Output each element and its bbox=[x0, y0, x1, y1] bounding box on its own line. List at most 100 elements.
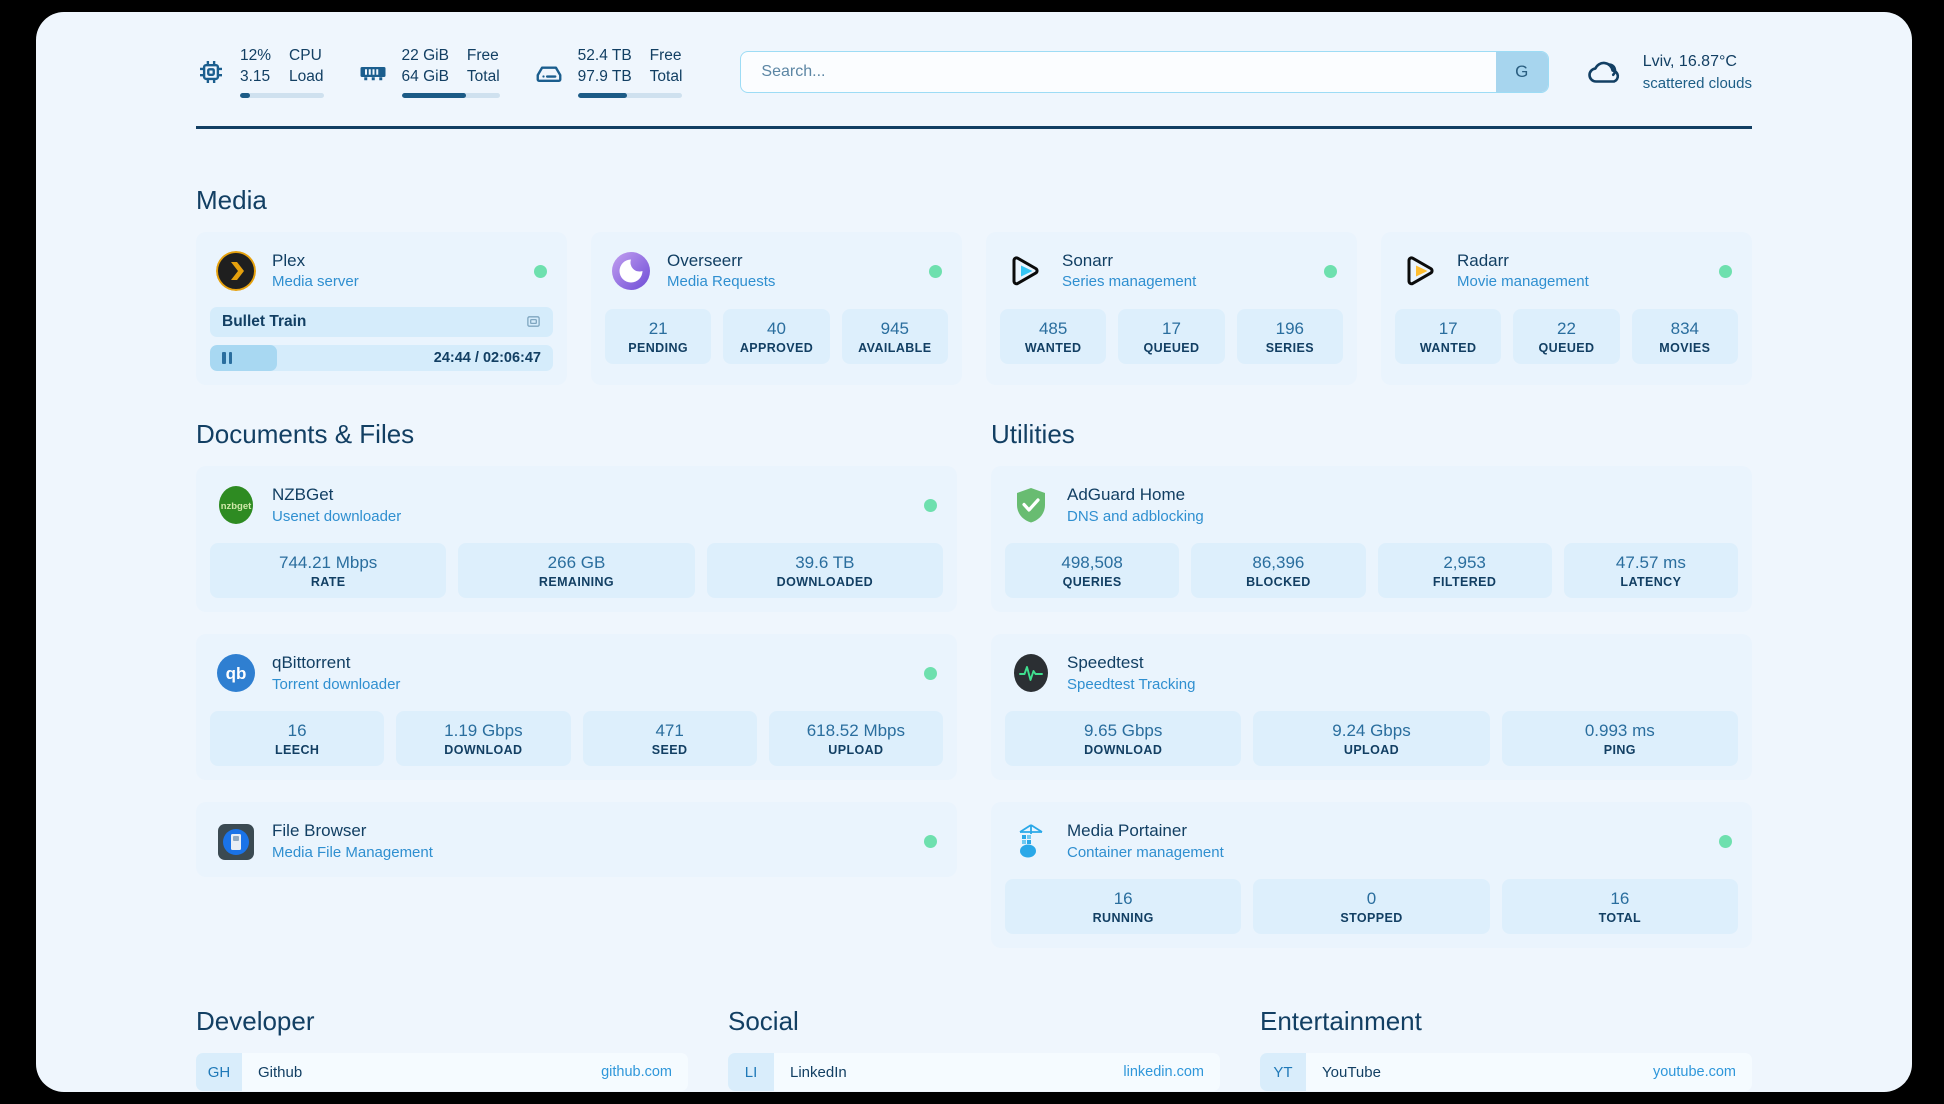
stat-tile[interactable]: 9.24 Gbps UPLOAD bbox=[1253, 711, 1490, 766]
stat-value: 471 bbox=[655, 721, 684, 740]
stat-tile[interactable]: 16 RUNNING bbox=[1005, 879, 1242, 935]
bookmark-item-github[interactable]: GH Github github.com bbox=[196, 1053, 688, 1092]
stat-label: MOVIES bbox=[1659, 340, 1711, 355]
stat-tile[interactable]: 1.19 Gbps DOWNLOAD bbox=[396, 711, 571, 766]
stat-tile[interactable]: 498,508 QUERIES bbox=[1005, 542, 1180, 598]
stat-tile[interactable]: 9.65 Gbps DOWNLOAD bbox=[1005, 711, 1242, 766]
bookmark-group-entertainment: Entertainment YT YouTube youtube.com NF … bbox=[1260, 1006, 1752, 1092]
stat-tile[interactable]: 266 GB REMAINING bbox=[458, 542, 695, 598]
bookmark-item-linkedin[interactable]: LI LinkedIn linkedin.com bbox=[728, 1053, 1220, 1092]
dashboard-page: 12% 3.15 CPU Load bbox=[36, 12, 1912, 1092]
service-card-adguard-home[interactable]: AdGuard Home DNS and adblocking 498,508 … bbox=[991, 465, 1752, 612]
stat-tile[interactable]: 196 SERIES bbox=[1236, 308, 1343, 364]
plex-status-indicator bbox=[534, 264, 547, 278]
utilities-section-title: Utilities bbox=[991, 418, 1075, 449]
sonarr-icon bbox=[1012, 256, 1039, 286]
stat-tile[interactable]: 471 SEED bbox=[582, 711, 757, 766]
stat-tile[interactable]: 2,953 FILTERED bbox=[1377, 542, 1552, 598]
cpu-label-top: CPU bbox=[289, 47, 322, 65]
bookmark-abbr: YT bbox=[1260, 1053, 1306, 1092]
stat-tile[interactable]: 0.993 ms PING bbox=[1501, 711, 1738, 766]
service-card-overseerr[interactable]: Overseerr Media Requests 21 PENDING 40 A… bbox=[591, 231, 962, 385]
cloud-icon bbox=[1588, 61, 1619, 83]
stat-label: PENDING bbox=[628, 340, 689, 355]
stat-value: 618.52 Mbps bbox=[806, 721, 906, 740]
stat-label: RATE bbox=[310, 574, 346, 589]
stat-value: 47.57 ms bbox=[1615, 552, 1686, 572]
service-card-sonarr[interactable]: Sonarr Series management 485 WANTED 17 Q… bbox=[986, 231, 1357, 385]
search-bar[interactable]: G bbox=[740, 51, 1549, 93]
svg-text:nzbget: nzbget bbox=[221, 501, 252, 512]
stat-tile[interactable]: 834 MOVIES bbox=[1631, 308, 1738, 364]
bookmark-url: linkedin.com bbox=[1123, 1064, 1204, 1081]
service-card-plex[interactable]: Plex Media server Bullet Train bbox=[196, 231, 567, 385]
service-card-qbittorrent[interactable]: qb qBittorrent Torrent downloader 16 LEE… bbox=[196, 633, 957, 780]
stat-value: 266 GB bbox=[547, 552, 606, 572]
radarr-status-indicator bbox=[1719, 264, 1732, 278]
adguard-title: AdGuard Home bbox=[1067, 484, 1186, 504]
service-card-media-portainer[interactable]: Media Portainer Container management 16 … bbox=[991, 801, 1752, 949]
stat-value: 945 bbox=[880, 318, 909, 338]
stat-tile[interactable]: 16 TOTAL bbox=[1501, 879, 1738, 935]
stat-label: LEECH bbox=[274, 742, 320, 757]
memory-label-total: Total bbox=[466, 67, 500, 85]
speedtest-stats: 9.65 Gbps DOWNLOAD 9.24 Gbps UPLOAD 0.99… bbox=[1005, 711, 1738, 766]
plex-progress-bar[interactable]: 24:44 / 02:06:47 bbox=[210, 344, 553, 371]
memory-total: 64 GiB bbox=[401, 67, 449, 85]
bookmark-item-youtube[interactable]: YT YouTube youtube.com bbox=[1260, 1053, 1752, 1092]
stat-tile[interactable]: 744.21 Mbps RATE bbox=[210, 542, 447, 598]
stat-tile[interactable]: 47.57 ms LATENCY bbox=[1563, 542, 1738, 598]
stat-label: AVAILABLE bbox=[858, 340, 932, 355]
stat-tile[interactable]: 16 LEECH bbox=[210, 711, 385, 766]
stat-value: 16 bbox=[1113, 889, 1133, 909]
stat-tile[interactable]: 618.52 Mbps UPLOAD bbox=[768, 711, 943, 766]
stat-tile[interactable]: 945 AVAILABLE bbox=[841, 308, 948, 364]
stat-tile[interactable]: 86,396 BLOCKED bbox=[1191, 542, 1366, 598]
stat-tile[interactable]: 22 QUEUED bbox=[1513, 308, 1620, 364]
nzbget-card-header: nzbget NZBGet Usenet downloader bbox=[210, 482, 943, 527]
stat-tile[interactable]: 17 WANTED bbox=[1395, 308, 1502, 364]
adguard-card-header: AdGuard Home DNS and adblocking bbox=[1005, 482, 1738, 527]
stat-value: 21 bbox=[648, 318, 668, 338]
bookmark-name: LinkedIn bbox=[790, 1063, 847, 1081]
memory-label-free: Free bbox=[466, 47, 499, 65]
stat-value: 9.65 Gbps bbox=[1083, 721, 1163, 740]
stat-value: 16 bbox=[1610, 889, 1630, 909]
bookmarks-section: Developer GH Github github.com SO StackO… bbox=[36, 948, 1912, 1092]
qbittorrent-subtitle: Torrent downloader bbox=[272, 675, 401, 693]
service-card-speedtest[interactable]: Speedtest Speedtest Tracking 9.65 Gbps D… bbox=[991, 633, 1752, 780]
stat-tile[interactable]: 0 STOPPED bbox=[1253, 879, 1490, 935]
pause-icon[interactable] bbox=[222, 351, 232, 364]
stat-value: 196 bbox=[1275, 318, 1304, 338]
bookmark-group-social: Social LI LinkedIn linkedin.com TW Twitt… bbox=[728, 1006, 1220, 1092]
bookmark-name: YouTube bbox=[1322, 1063, 1381, 1081]
bookmark-list: GH Github github.com SO StackOverflow st… bbox=[196, 1053, 688, 1092]
overseerr-stats: 21 PENDING 40 APPROVED 945 AVAILABLE bbox=[605, 308, 948, 364]
adguard-stats: 498,508 QUERIES 86,396 BLOCKED 2,953 FIL… bbox=[1005, 542, 1738, 598]
sonarr-title: Sonarr bbox=[1062, 250, 1114, 270]
service-card-nzbget[interactable]: nzbget NZBGet Usenet downloader 744.21 M… bbox=[196, 465, 957, 612]
bookmark-abbr: GH bbox=[196, 1053, 242, 1092]
bookmark-group-title: Social bbox=[728, 1006, 799, 1037]
sonarr-subtitle: Series management bbox=[1062, 273, 1197, 291]
nzbget-status-indicator bbox=[924, 498, 937, 512]
stat-tile[interactable]: 40 APPROVED bbox=[723, 308, 830, 364]
disk-label-free: Free bbox=[649, 47, 682, 65]
cast-icon[interactable] bbox=[526, 314, 541, 329]
search-input[interactable] bbox=[741, 52, 1496, 92]
stat-tile[interactable]: 17 QUEUED bbox=[1118, 308, 1225, 364]
stat-value: 40 bbox=[767, 318, 786, 338]
file-browser-status-indicator bbox=[924, 835, 937, 849]
speedtest-card-header: Speedtest Speedtest Tracking bbox=[1005, 650, 1738, 695]
speedtest-icon bbox=[1014, 654, 1048, 693]
stat-value: 2,953 bbox=[1443, 552, 1486, 572]
stat-tile[interactable]: 39.6 TB DOWNLOADED bbox=[706, 542, 943, 598]
search-submit-button[interactable]: G bbox=[1495, 52, 1548, 92]
stat-value: 0.993 ms bbox=[1584, 721, 1655, 740]
stat-tile[interactable]: 485 WANTED bbox=[1000, 308, 1107, 364]
stat-label: FILTERED bbox=[1432, 574, 1497, 589]
bookmark-list: YT YouTube youtube.com NF Netflix netfli… bbox=[1260, 1053, 1752, 1092]
stat-tile[interactable]: 21 PENDING bbox=[605, 308, 712, 364]
service-card-file-browser[interactable]: File Browser Media File Management bbox=[196, 801, 957, 878]
service-card-radarr[interactable]: Radarr Movie management 17 WANTED 22 QUE… bbox=[1381, 231, 1752, 385]
